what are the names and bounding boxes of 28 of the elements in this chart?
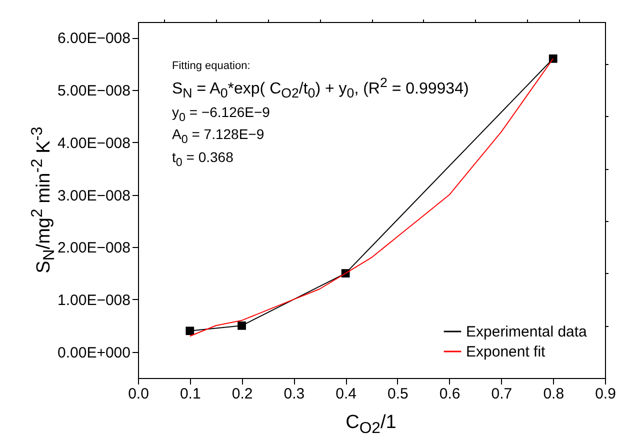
point — [548, 54, 558, 63]
legend-label: Experimental data — [466, 324, 588, 340]
annotation: A$_{0}$ = 7.128E−9 — [172, 126, 266, 146]
point — [238, 321, 246, 330]
x-tick-label: 0.4 — [336, 386, 356, 402]
y-tick-label: 4.00E−008 — [58, 134, 130, 152]
x-tick-label: 0.9 — [595, 386, 616, 402]
x-tick-label: 0.0 — [128, 386, 149, 402]
y-tick-label: 6.00E−008 — [58, 30, 130, 48]
x-tick-label: 0.8 — [543, 386, 564, 402]
x-tick-label: 0.5 — [388, 386, 408, 402]
x-tick-label: 0.2 — [232, 386, 253, 402]
y-tick-label: 0.00E+000 — [58, 344, 130, 362]
annotation: y$_{0}$ = −6.126E−9 — [172, 104, 271, 124]
annotation: t$_{0}$ = 0.368 — [172, 149, 234, 169]
x-tick-label: 0.1 — [180, 386, 201, 402]
x-tick-label: 0.3 — [284, 386, 305, 402]
x-axis-title: C$_{O2}$/1 — [346, 412, 396, 438]
y-tick-label: 3.00E−008 — [58, 187, 130, 204]
y-tick-label: 2.00E−008 — [58, 240, 130, 257]
text: S$_{N}$ = A$_{0}$*exp( C$_{O2}$/t$_{0}$) + y$_{0}$, (R$^{2}$ = 0.99934) — [172, 75, 469, 101]
legend-label: Exponent fit — [466, 344, 546, 360]
y-tick-label: 1.00E−008 — [58, 292, 130, 309]
x-tick-label: 0.6 — [439, 386, 460, 402]
annotation: Fitting equation: — [172, 60, 252, 72]
y-tick-label: 5.00E−008 — [58, 82, 130, 100]
x-tick-label: 0.7 — [491, 386, 512, 402]
point — [186, 326, 194, 336]
